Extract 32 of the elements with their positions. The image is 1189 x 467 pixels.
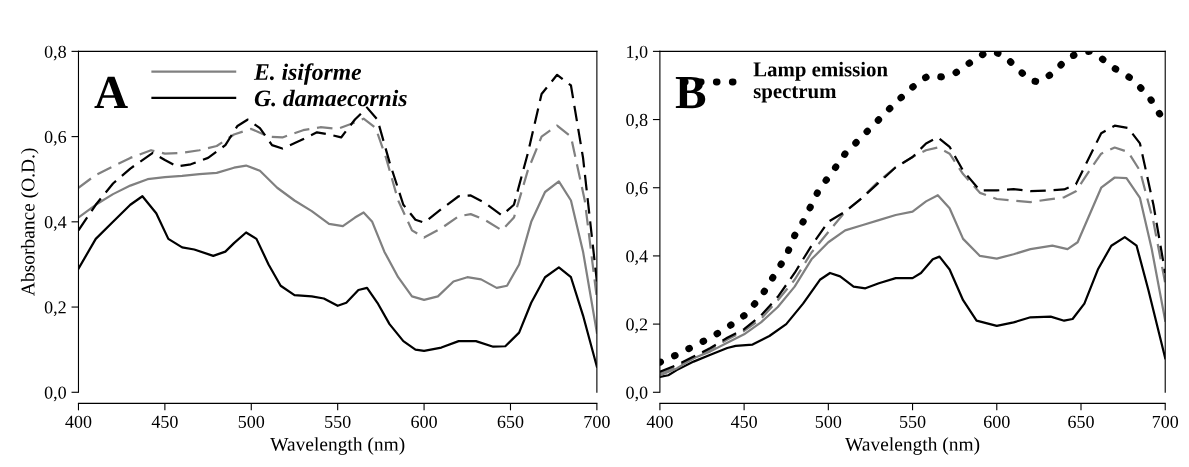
- x-tick-label: 650: [1068, 415, 1094, 428]
- x-tick-label: 550: [900, 415, 926, 428]
- y-tick-label: 0,6: [44, 130, 67, 146]
- y-tick-label: 1,0: [627, 45, 648, 61]
- x-tick-label: 650: [497, 415, 524, 428]
- legend-label: E. isiforme: [253, 63, 362, 85]
- annotation: A: [94, 76, 128, 108]
- x-tick-label: 600: [411, 415, 437, 428]
- x-tick-label: 400: [646, 415, 673, 428]
- y-axis-title: Absorbance (O.D.): [20, 148, 39, 296]
- legend-label: G. damaecornis: [254, 89, 407, 107]
- y-tick-label: 0,4: [626, 250, 648, 265]
- x-tick-label: 600: [984, 415, 1010, 428]
- y-tick-label: 0,4: [44, 216, 67, 231]
- x-tick-label: 550: [325, 415, 351, 428]
- x-tick-label: 700: [1152, 415, 1179, 428]
- x-axis-title: Wavelength (nm): [270, 437, 405, 455]
- x-tick-label: 450: [151, 415, 178, 428]
- y-tick-label: 0,2: [626, 318, 648, 334]
- y-tick-label: 0,8: [44, 45, 66, 61]
- y-tick-label: 0,2: [44, 301, 66, 317]
- y-tick-label: 0,8: [626, 113, 648, 129]
- x-tick-label: 700: [584, 415, 610, 428]
- y-tick-label: 0,0: [626, 386, 648, 402]
- y-tick-label: 0,6: [626, 181, 648, 197]
- y-tick-label: 0,0: [44, 386, 66, 402]
- legend-label: Lamp emission spectrum: [753, 61, 888, 103]
- x-tick-label: 400: [65, 415, 92, 428]
- x-axis-title: Wavelength (nm): [845, 437, 980, 455]
- x-tick-label: 500: [238, 415, 265, 428]
- x-tick-label: 500: [815, 415, 842, 428]
- x-tick-label: 450: [730, 415, 757, 428]
